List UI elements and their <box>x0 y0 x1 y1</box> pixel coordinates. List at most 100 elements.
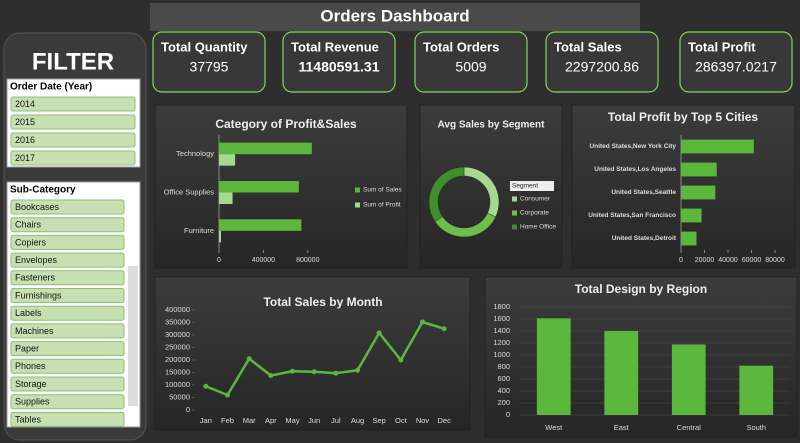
slicer-item[interactable] <box>10 252 125 268</box>
slicer-item-label[interactable]: 2014 <box>15 99 35 109</box>
x-tick-label: Jul <box>331 416 341 425</box>
kpi-label: Total Revenue <box>291 39 379 54</box>
point <box>420 319 425 325</box>
legend-title-box <box>510 181 554 191</box>
scrollbar <box>128 266 138 406</box>
x-tick-label: 0 <box>679 257 683 264</box>
y-tick-label: 1400 <box>493 326 510 335</box>
x-tick-label: 80000 <box>765 257 785 264</box>
category-label: Technology <box>176 149 214 158</box>
legend-swatch <box>355 202 360 208</box>
bar <box>681 139 754 154</box>
legend-swatch <box>512 224 517 230</box>
x-tick-label: Apr <box>265 416 277 425</box>
kpi-label: Total Sales <box>554 39 622 54</box>
slicer-item[interactable] <box>10 394 125 410</box>
y-tick-label: 1600 <box>493 314 510 323</box>
x-tick-label: Mar <box>243 416 256 425</box>
x-tick-label: 400000 <box>252 257 275 264</box>
point <box>290 368 295 374</box>
bar <box>219 181 299 193</box>
kpi-value: 5009 <box>455 59 486 75</box>
kpi-card <box>152 31 266 93</box>
y-tick-label: 0 <box>506 410 510 419</box>
slicer-item-label[interactable]: Copiers <box>15 237 47 247</box>
category-label: Furniture <box>184 226 214 235</box>
slicer-item-label[interactable]: Machines <box>15 326 54 336</box>
slicer-item[interactable] <box>10 199 125 215</box>
category-label: United States,Los Angeles <box>594 166 676 173</box>
y-tick-label: 0 <box>186 405 190 414</box>
point <box>246 356 252 362</box>
slicer-item[interactable] <box>10 114 136 130</box>
kpi-label: Total Quantity <box>161 39 248 54</box>
bar <box>604 330 639 415</box>
slicer-item-label[interactable]: Phones <box>15 361 46 371</box>
bar <box>219 230 221 243</box>
slicer-item-label[interactable]: Labels <box>15 308 42 318</box>
slicer-item-label[interactable]: Storage <box>15 379 47 389</box>
slicer-item[interactable] <box>10 305 125 321</box>
slicer-item[interactable] <box>10 288 125 303</box>
slicer-item[interactable] <box>10 411 125 427</box>
slicer-item-label[interactable]: Chairs <box>15 220 42 230</box>
x-tick-label: South <box>746 423 766 432</box>
slicer-item-label[interactable]: Fasteners <box>15 273 56 283</box>
kpi-value: 286397.0217 <box>695 59 777 75</box>
slicer-item[interactable] <box>10 150 136 166</box>
point <box>441 326 447 332</box>
chart-panel <box>154 276 471 431</box>
point <box>398 357 404 363</box>
slicer-item-label[interactable]: Envelopes <box>15 255 58 265</box>
x-tick-label: Nov <box>416 416 430 425</box>
slicer-title: Order Date (Year) <box>10 82 92 93</box>
kpi-value: 11480591.31 <box>299 59 380 75</box>
slicer-item[interactable] <box>10 96 136 112</box>
slicer-item-label[interactable]: Paper <box>15 343 39 353</box>
x-tick-label: Dec <box>437 416 451 425</box>
x-tick-label: Central <box>677 423 702 432</box>
x-tick-label: West <box>545 423 563 432</box>
slicer-item[interactable] <box>10 376 125 392</box>
y-tick-label: 100000 <box>165 380 190 389</box>
x-tick-label: Feb <box>221 416 234 425</box>
point <box>333 370 339 376</box>
bar <box>219 154 236 166</box>
slicer-item[interactable] <box>10 270 125 286</box>
y-tick-label: 350000 <box>165 317 190 326</box>
y-tick-label: 400000 <box>165 305 190 314</box>
point <box>311 369 317 375</box>
x-tick-label: 40000 <box>718 257 738 264</box>
slicer-item-label[interactable]: Tables <box>15 414 42 424</box>
y-tick-label: 50000 <box>169 392 190 401</box>
bar <box>536 318 571 415</box>
slicer-item-label[interactable]: 2017 <box>15 153 35 163</box>
legend-swatch <box>512 196 517 202</box>
bar <box>681 231 697 246</box>
slicer-item-label[interactable]: Bookcases <box>15 202 60 212</box>
kpi-label: Total Orders <box>423 39 499 54</box>
slicer-item[interactable] <box>10 358 125 374</box>
category-label: United States,Detroit <box>612 235 677 242</box>
slicer-item-label[interactable]: 2015 <box>15 117 35 127</box>
slicer-item[interactable] <box>10 341 125 357</box>
x-tick-label: 20000 <box>695 257 715 264</box>
kpi-value: 37795 <box>190 59 229 75</box>
slicer-item[interactable] <box>10 132 136 148</box>
point <box>203 383 209 389</box>
filter-title: FILTER <box>32 48 114 75</box>
slicer-item-label[interactable]: Supplies <box>15 397 50 407</box>
y-tick-label: 400 <box>497 386 510 395</box>
slicer-item-label[interactable]: 2016 <box>15 135 35 145</box>
slicer-item[interactable] <box>10 234 125 250</box>
slicer-item[interactable] <box>10 323 125 339</box>
chart-title: Total Design by Region <box>575 282 707 296</box>
slicer-item[interactable] <box>10 217 125 233</box>
y-tick-label: 200000 <box>165 355 190 364</box>
legend-title: Segment <box>512 183 538 190</box>
title-bar <box>150 3 640 31</box>
slicer-item-label[interactable]: Furnishings <box>15 290 62 300</box>
x-tick-label: Jan <box>200 416 212 425</box>
